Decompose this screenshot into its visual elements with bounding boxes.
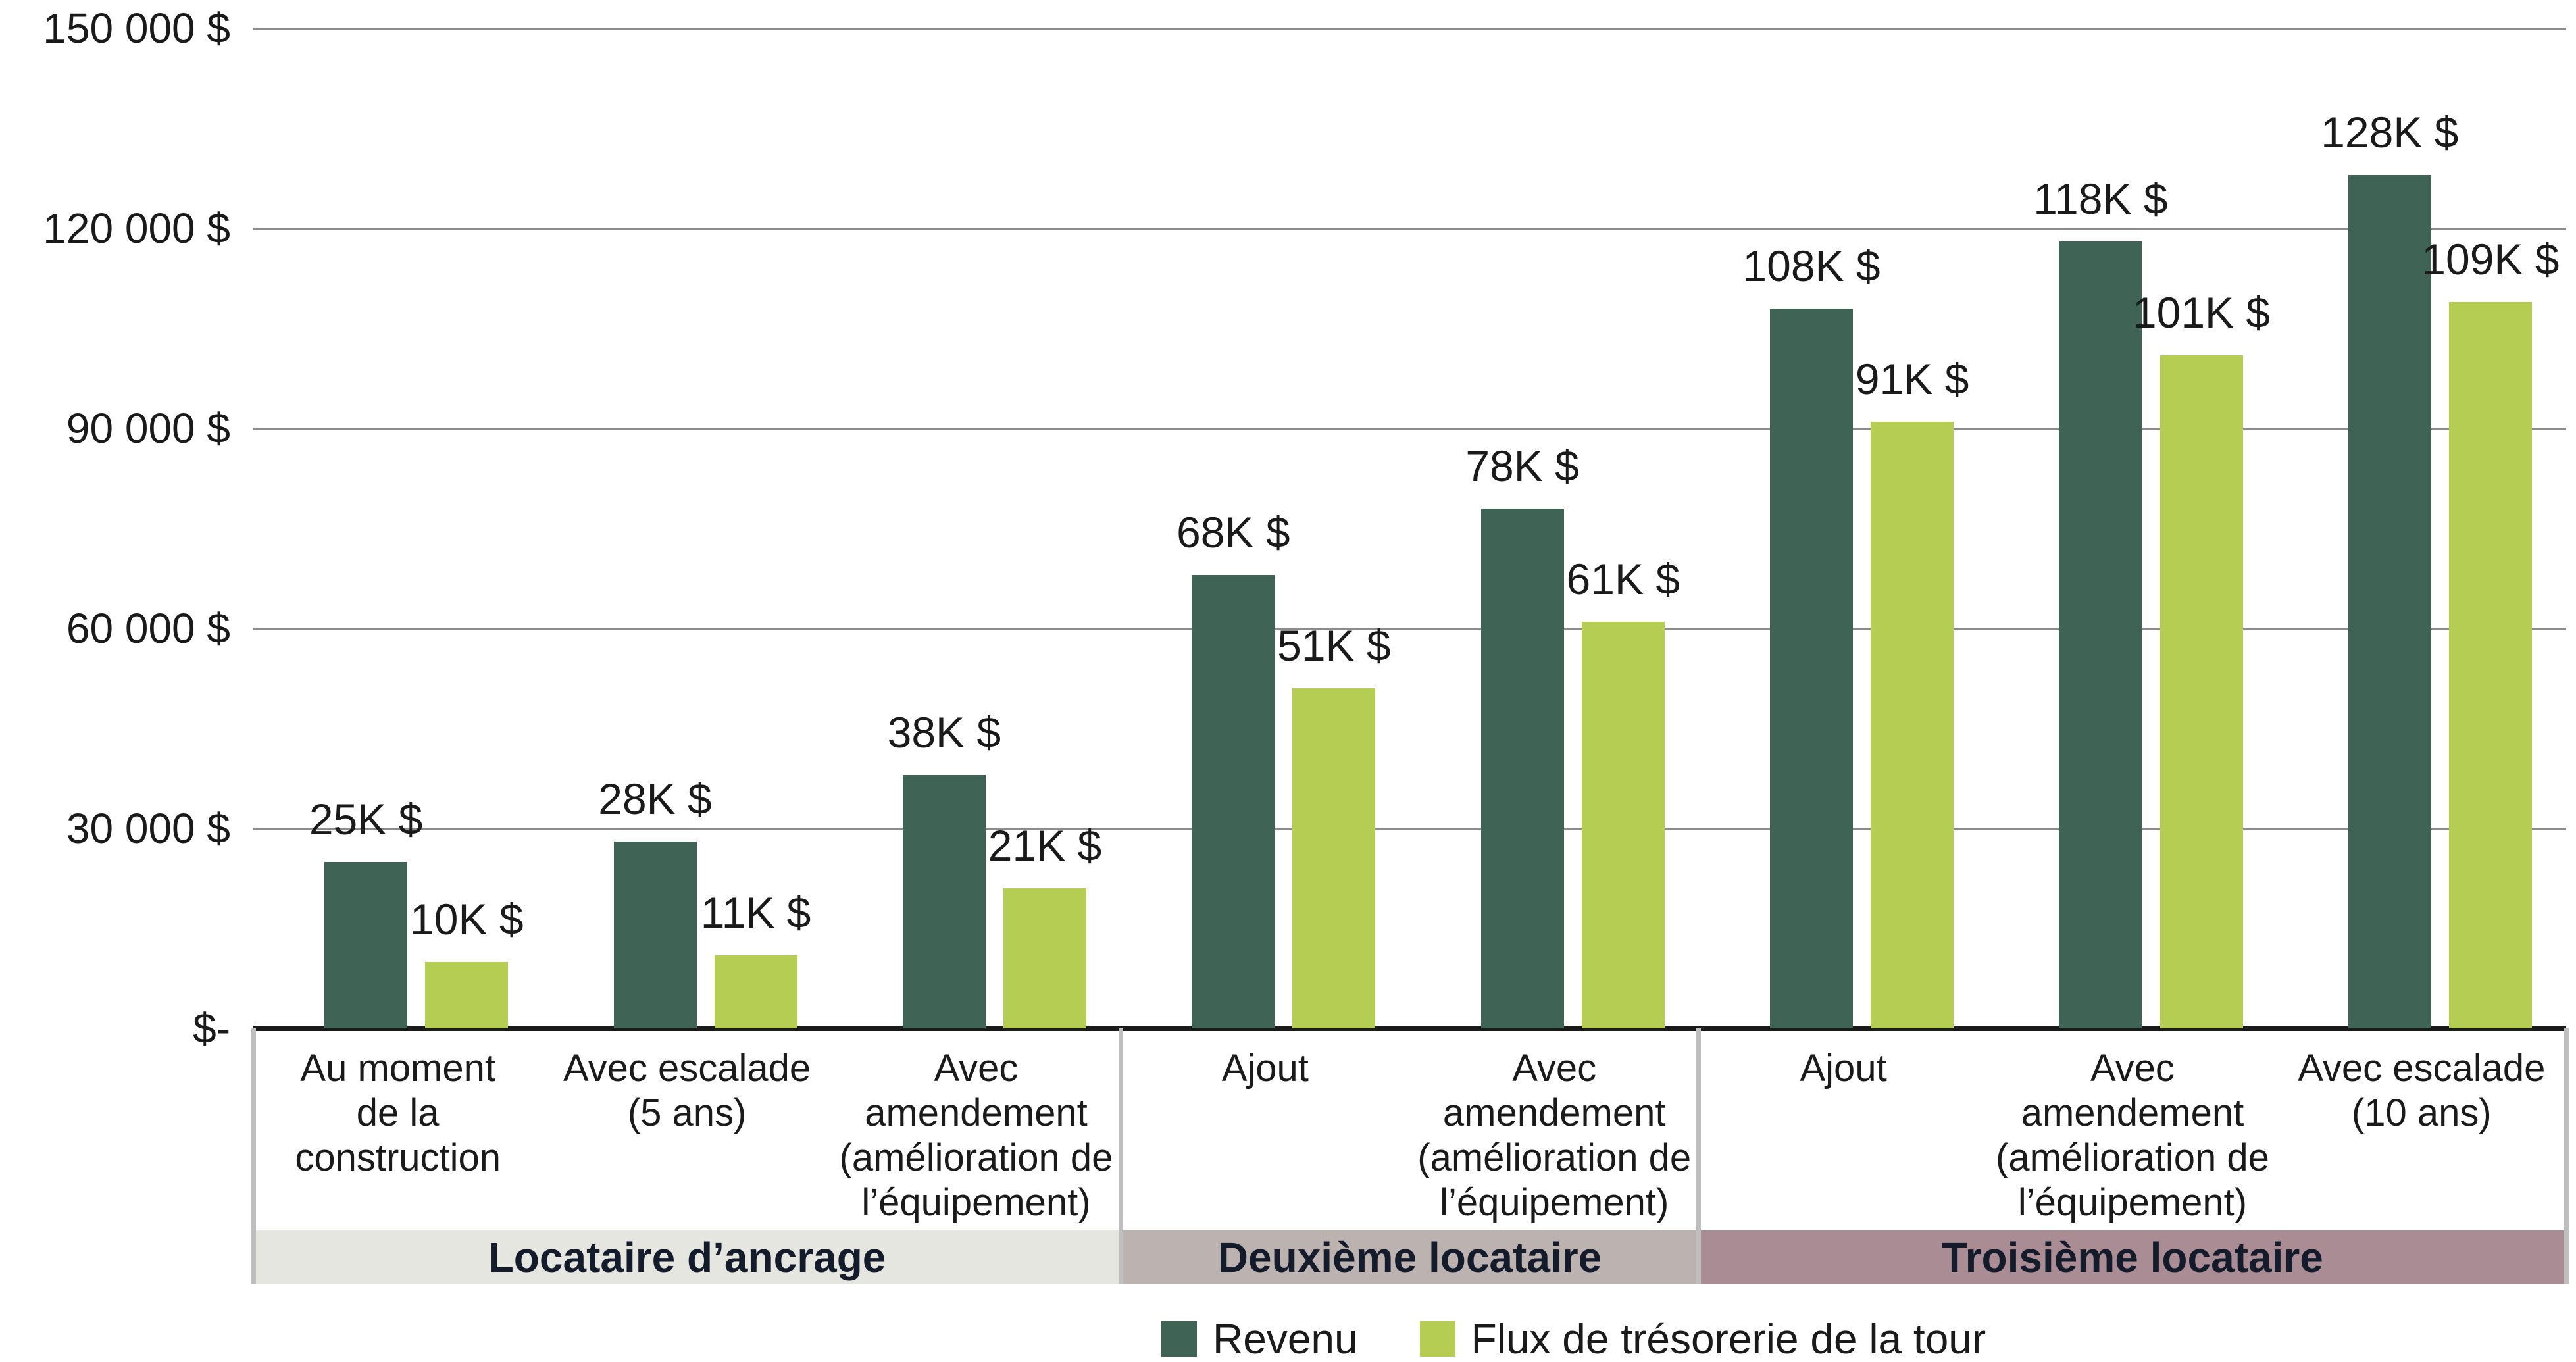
category-label: Avec amendement (amélioration de l’équip… bbox=[1996, 1047, 2269, 1224]
category-label: Avec escalade (10 ans) bbox=[2298, 1047, 2546, 1134]
flux-bar bbox=[2159, 355, 2243, 1028]
y-axis-tick-label: 90 000 $ bbox=[66, 405, 230, 452]
revenu-value-label: 25K $ bbox=[309, 794, 423, 844]
category-label: Avec amendement (amélioration de l’équip… bbox=[1417, 1047, 1692, 1224]
gridline bbox=[253, 427, 2566, 430]
flux-value-label: 21K $ bbox=[988, 821, 1102, 870]
group-separator bbox=[251, 1028, 256, 1284]
tenant-band: Locataire d’ancrage bbox=[253, 1230, 1121, 1284]
tenant-band: Deuxième locataire bbox=[1121, 1230, 1699, 1284]
flux-bar bbox=[425, 961, 509, 1028]
flux-bar bbox=[1581, 621, 1665, 1028]
revenu-bar bbox=[2059, 241, 2142, 1028]
flux-value-label: 91K $ bbox=[1855, 354, 1969, 403]
revenu-value-label: 68K $ bbox=[1176, 507, 1290, 557]
flux-value-label: 11K $ bbox=[700, 888, 811, 937]
revenu-value-label: 38K $ bbox=[887, 707, 1001, 757]
category-label: Avec amendement (amélioration de l’équip… bbox=[839, 1047, 1113, 1224]
revenu-value-label: 78K $ bbox=[1465, 441, 1579, 490]
category-label: Ajout bbox=[1800, 1047, 1887, 1090]
y-axis-tick-label: 60 000 $ bbox=[66, 605, 230, 652]
revenu-value-label: 108K $ bbox=[1742, 241, 1881, 290]
y-axis-tick-label: $- bbox=[193, 1005, 230, 1052]
y-axis-tick-label: 30 000 $ bbox=[66, 805, 230, 852]
revenu-bar bbox=[902, 774, 986, 1028]
revenu-legend-swatch bbox=[1161, 1321, 1197, 1357]
flux-bar bbox=[1292, 688, 1376, 1028]
revenu-bar bbox=[2348, 174, 2431, 1028]
flux-value-label: 51K $ bbox=[1277, 621, 1391, 670]
flux-bar bbox=[1871, 421, 1954, 1028]
group-separator bbox=[1696, 1028, 1702, 1284]
revenu-bar bbox=[1480, 508, 1564, 1028]
revenu-bar bbox=[324, 861, 408, 1028]
flux-bar bbox=[2448, 301, 2532, 1028]
flux-bar bbox=[714, 955, 797, 1028]
group-separator bbox=[1118, 1028, 1123, 1284]
gridline bbox=[253, 827, 2566, 830]
revenu-legend-label: Revenu bbox=[1213, 1315, 1358, 1362]
group-separator bbox=[2563, 1028, 2569, 1284]
revenu-bar bbox=[1770, 308, 1854, 1028]
revenu-bar bbox=[1192, 574, 1275, 1028]
flux-value-label: 101K $ bbox=[2132, 288, 2271, 337]
revenu-value-label: 128K $ bbox=[2321, 107, 2459, 157]
revenu-value-label: 118K $ bbox=[2033, 174, 2168, 224]
revenu-bar bbox=[613, 842, 697, 1028]
gridline bbox=[253, 227, 2566, 230]
revenu-value-label: 28K $ bbox=[598, 774, 712, 824]
category-label: Au moment de la construction bbox=[295, 1047, 501, 1179]
flux-legend-swatch bbox=[1419, 1321, 1455, 1357]
gridline bbox=[253, 27, 2566, 30]
gridline bbox=[253, 627, 2566, 630]
flux-value-label: 109K $ bbox=[2421, 234, 2560, 284]
flux-legend-label: Flux de trésorerie de la tour bbox=[1471, 1315, 1986, 1362]
flux-bar bbox=[1003, 888, 1087, 1028]
tenant-band: Troisième locataire bbox=[1698, 1230, 2566, 1284]
flux-value-label: 61K $ bbox=[1566, 554, 1680, 603]
category-label: Avec escalade (5 ans) bbox=[563, 1047, 811, 1134]
y-axis-tick-label: 120 000 $ bbox=[43, 205, 230, 252]
y-axis-tick-label: 150 000 $ bbox=[43, 5, 230, 52]
flux-value-label: 10K $ bbox=[410, 894, 524, 944]
x-axis-line bbox=[253, 1026, 2566, 1031]
chart-legend: Revenu Flux de trésorerie de la tour bbox=[1161, 1316, 1986, 1362]
category-label: Ajout bbox=[1221, 1047, 1309, 1090]
